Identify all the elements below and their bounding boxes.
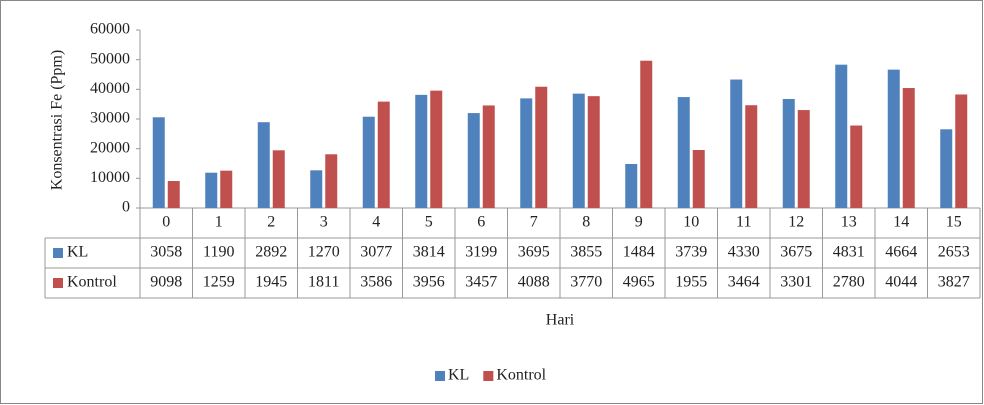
- bar: [887, 69, 900, 208]
- bar: [152, 117, 165, 208]
- x-tick-label: 14: [893, 214, 909, 231]
- bar: [782, 98, 795, 208]
- bar: [467, 113, 480, 208]
- table-cell: 3956: [413, 274, 445, 291]
- bar: [677, 97, 690, 208]
- bar: [572, 93, 585, 208]
- x-tick-label: 3: [320, 214, 328, 231]
- table-cell: 3814: [413, 244, 445, 261]
- table-cell: 1811: [308, 274, 339, 291]
- table-cell: 1955: [675, 274, 707, 291]
- table-cell: 4965: [623, 274, 655, 291]
- table-cell: 2892: [255, 244, 287, 261]
- bar: [377, 101, 390, 208]
- bar: [797, 110, 810, 208]
- table-cell: 3586: [360, 274, 392, 291]
- x-tick-label: 7: [530, 214, 538, 231]
- y-tick-label: 10000: [90, 169, 130, 186]
- legend-key: [435, 371, 445, 381]
- bar: [220, 170, 233, 208]
- x-tick-label: 0: [162, 214, 170, 231]
- legend-label: KL: [448, 367, 469, 384]
- bar: [325, 154, 338, 208]
- y-tick-label: 20000: [90, 139, 130, 156]
- bar: [955, 94, 968, 208]
- table-cell: 9098: [150, 274, 182, 291]
- x-tick-label: 12: [788, 214, 804, 231]
- legend-key: [483, 371, 494, 381]
- bar: [692, 150, 705, 208]
- bar: [362, 116, 375, 208]
- table-cell: 4664: [885, 244, 917, 261]
- bar: [850, 125, 863, 208]
- bar: [835, 64, 848, 209]
- table-cell: 3464: [728, 274, 760, 291]
- y-tick-label: 60000: [90, 21, 130, 38]
- table-cell: 1484: [623, 244, 655, 261]
- table-cell: 3457: [465, 274, 497, 291]
- bar: [625, 163, 638, 208]
- table-cell: 3827: [938, 274, 970, 291]
- legend-key: [53, 248, 63, 258]
- table-cell: 3058: [150, 244, 182, 261]
- legend-label: Kontrol: [496, 367, 546, 384]
- table-row-label: KL: [67, 244, 88, 261]
- table-row-label: Kontrol: [67, 274, 117, 291]
- y-tick-label: 0: [122, 199, 130, 216]
- table-cell: 4831: [833, 244, 865, 261]
- y-tick-label: 40000: [90, 80, 130, 97]
- y-axis-title: Konsentrasi Fe (Ppm): [49, 50, 66, 190]
- bar: [205, 172, 218, 208]
- bar: [415, 94, 428, 208]
- table-cell: 1190: [203, 244, 234, 261]
- x-tick-label: 4: [372, 214, 380, 231]
- bar: [482, 105, 495, 208]
- x-tick-label: 11: [736, 214, 751, 231]
- bar: [430, 90, 443, 208]
- bar: [640, 60, 653, 208]
- bar: [730, 79, 743, 208]
- table-cell: 3199: [465, 244, 497, 261]
- table-cell: 1945: [255, 274, 287, 291]
- table-cell: 2653: [938, 244, 970, 261]
- y-tick-label: 50000: [90, 50, 130, 67]
- bar: [310, 170, 323, 208]
- table-cell: 3855: [570, 244, 602, 261]
- table-cell: 3770: [570, 274, 602, 291]
- x-axis-title: Hari: [546, 312, 575, 329]
- table-cell: 4088: [518, 274, 550, 291]
- table-cell: 2780: [833, 274, 865, 291]
- bar: [535, 86, 548, 208]
- x-tick-label: 13: [841, 214, 857, 231]
- table-cell: 4044: [885, 274, 917, 291]
- table-cell: 4330: [728, 244, 760, 261]
- legend-key: [53, 278, 63, 288]
- bar: [167, 181, 180, 208]
- x-tick-label: 2: [267, 214, 275, 231]
- bar: [272, 150, 285, 208]
- x-tick-label: 15: [946, 214, 962, 231]
- table-cell: 3739: [675, 244, 707, 261]
- table-cell: 1259: [203, 274, 235, 291]
- x-tick-label: 5: [425, 214, 433, 231]
- y-tick-label: 30000: [90, 110, 130, 127]
- x-tick-label: 1: [215, 214, 223, 231]
- x-tick-label: 9: [635, 214, 643, 231]
- table-cell: 3301: [780, 274, 812, 291]
- table-cell: 3675: [780, 244, 812, 261]
- bar: [587, 96, 600, 208]
- x-tick-label: 8: [582, 214, 590, 231]
- bar: [520, 98, 533, 208]
- bar: [940, 129, 953, 208]
- bar: [257, 122, 270, 208]
- bar: [745, 105, 758, 208]
- table-cell: 3077: [360, 244, 392, 261]
- table-cell: 1270: [308, 244, 340, 261]
- bar: [902, 88, 915, 208]
- x-tick-label: 10: [683, 214, 699, 231]
- x-tick-label: 6: [477, 214, 485, 231]
- table-cell: 3695: [518, 244, 550, 261]
